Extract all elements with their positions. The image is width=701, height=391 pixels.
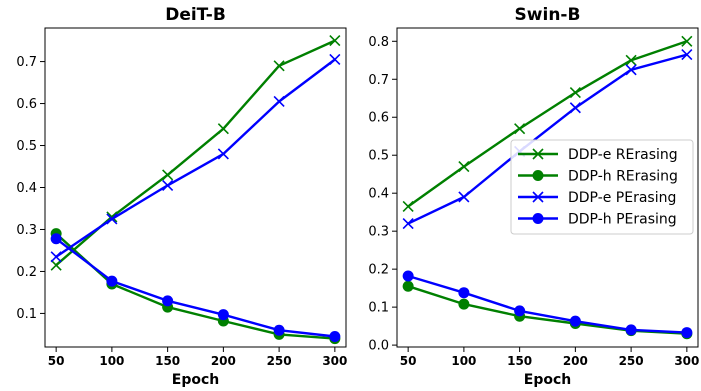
data-point (273, 324, 285, 336)
y-tick-label: 0.4 (16, 181, 37, 196)
data-point (625, 64, 637, 76)
series-line (407, 285, 687, 335)
data-point (681, 327, 693, 339)
y-tick-label: 0.7 (16, 55, 37, 70)
chart-title: Swin-B (515, 5, 581, 25)
series-line (55, 237, 336, 338)
data-point (329, 331, 341, 343)
data-point (50, 233, 62, 245)
y-tick-label: 0.3 (16, 223, 37, 238)
data-point (106, 213, 118, 225)
x-tick-label: 200 (211, 354, 236, 368)
legend-label: DDP-h RErasing (568, 169, 678, 185)
data-point (217, 123, 229, 135)
series-line (407, 274, 687, 334)
y-tick-label: 0.0 (368, 339, 389, 354)
y-tick-label: 0.3 (368, 225, 389, 240)
data-point (514, 305, 526, 317)
x-tick-label: 250 (267, 354, 292, 368)
x-tick-label: 150 (507, 354, 532, 368)
y-tick-label: 0.4 (368, 187, 389, 202)
data-point (569, 315, 581, 327)
data-point (329, 53, 341, 66)
x-tick-label: 50 (48, 354, 65, 368)
y-tick-label: 0.2 (368, 263, 389, 278)
data-point (625, 54, 637, 66)
chart-title: DeiT-B (165, 5, 226, 25)
data-point (402, 270, 414, 282)
legend-label: DDP-h PErasing (568, 212, 677, 228)
y-tick-label: 0.7 (368, 73, 389, 88)
series-line (407, 40, 688, 208)
x-tick-label: 150 (155, 354, 180, 368)
y-tick-label: 0.8 (368, 35, 389, 50)
data-point (217, 148, 229, 160)
data-point (50, 259, 62, 271)
y-tick-label: 0.2 (16, 265, 37, 280)
data-point (569, 86, 581, 99)
y-tick-label: 0.5 (368, 149, 389, 164)
legend-marker (532, 213, 544, 224)
legend-label: DDP-e RErasing (568, 147, 678, 163)
data-point (106, 275, 118, 287)
data-point (402, 280, 414, 292)
data-point (681, 49, 693, 61)
x-axis-label: Epoch (172, 372, 219, 388)
data-point (458, 191, 470, 203)
data-point (273, 95, 285, 108)
plot-frame (44, 27, 347, 348)
x-tick-label: 200 (563, 354, 588, 368)
data-point (681, 35, 693, 47)
series-line (55, 39, 336, 267)
data-point (458, 298, 470, 310)
data-point (162, 295, 174, 307)
legend-label: DDP-e PErasing (568, 190, 676, 206)
y-tick-label: 0.5 (16, 139, 37, 154)
data-point (458, 287, 470, 299)
data-point (625, 324, 637, 336)
y-tick-label: 0.6 (16, 97, 37, 112)
data-point (162, 179, 174, 191)
x-tick-label: 300 (322, 354, 347, 368)
series-line (55, 58, 336, 258)
data-point (569, 102, 581, 114)
data-point (162, 169, 174, 181)
y-tick-label: 0.1 (16, 307, 37, 322)
data-point (458, 161, 470, 173)
x-axis-label: Epoch (524, 372, 571, 388)
data-point (329, 35, 341, 47)
y-tick-label: 0.6 (368, 111, 389, 126)
legend-marker (532, 148, 544, 160)
x-tick-label: 50 (400, 354, 417, 368)
legend-marker (532, 170, 544, 181)
data-point (402, 200, 414, 213)
legend-marker (532, 191, 544, 203)
x-tick-label: 300 (674, 354, 699, 368)
plot-frame (396, 27, 699, 348)
x-tick-label: 250 (619, 354, 644, 368)
series-line (407, 53, 688, 225)
y-tick-label: 0.1 (368, 301, 389, 316)
x-tick-label: 100 (451, 354, 476, 368)
data-point (50, 251, 62, 263)
legend-box (510, 139, 694, 235)
data-point (402, 218, 414, 230)
data-point (273, 60, 285, 72)
x-tick-label: 100 (99, 354, 124, 368)
data-point (217, 309, 229, 321)
data-point (514, 123, 526, 135)
series-line (55, 232, 335, 340)
